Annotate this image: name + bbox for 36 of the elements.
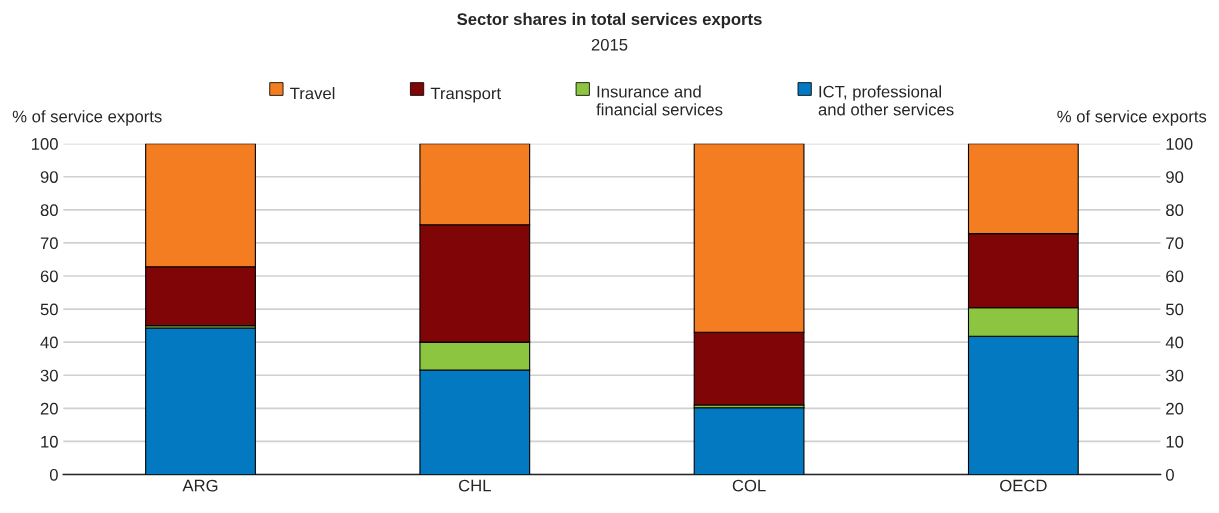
y2-tick-label: 50: [1166, 303, 1184, 316]
y-tick-label: 40: [40, 336, 58, 349]
y-tick-label: 30: [40, 369, 58, 382]
legend-label: Transport: [430, 87, 501, 103]
y2-tick-label: 20: [1166, 402, 1184, 415]
y2-tick-label: 40: [1165, 336, 1184, 349]
y-tick-label: 90: [40, 171, 58, 183]
y-axis-title: % of service exports: [12, 110, 162, 126]
y2-tick-label: 90: [1166, 171, 1184, 183]
bar: [145, 327, 256, 475]
y-tick-label: 80: [40, 204, 58, 217]
y-tick-label: 50: [40, 303, 58, 316]
y-tick-label: 70: [40, 237, 58, 250]
legend-label: Travel: [290, 87, 335, 100]
y2-tick-label: 100: [1166, 138, 1193, 150]
legend-label: ICT, professional and other services: [818, 85, 954, 116]
y2-tick-label: 60: [1166, 270, 1184, 283]
legend-label: Insurance and financial services: [596, 85, 723, 116]
chart-title: Sector shares in total services exports: [457, 12, 762, 29]
y2-tick-label: 80: [1166, 204, 1184, 217]
y-tick-label: 20: [40, 402, 58, 415]
y2-axis-title: % of service exports: [1057, 110, 1207, 126]
x-tick-label: COL: [732, 479, 766, 492]
y-tick-label: 10: [41, 435, 58, 448]
chart-subtitle: 2015: [591, 38, 628, 51]
y2-tick-label: 70: [1166, 237, 1184, 250]
x-tick-label: CHL: [458, 479, 491, 492]
x-tick-label: OECD: [1000, 479, 1047, 492]
y2-tick-label: 10: [1166, 435, 1184, 448]
bar: [693, 407, 805, 475]
x-tick-label: ARG: [182, 479, 218, 492]
y-tick-label: 100: [31, 138, 58, 150]
y2-tick-label: 0: [1166, 468, 1174, 481]
y-tick-label: 0: [49, 468, 58, 481]
y2-tick-label: 30: [1165, 369, 1184, 382]
y-tick-label: 60: [40, 270, 58, 283]
